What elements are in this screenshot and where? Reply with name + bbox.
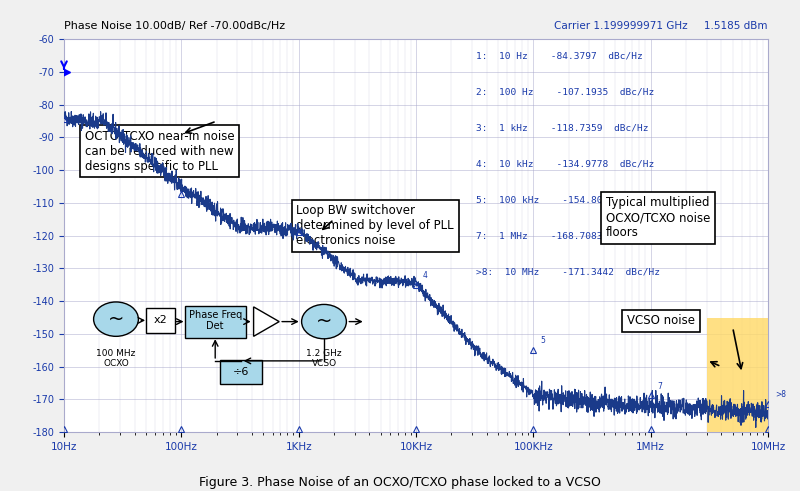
Text: 7:  1 MHz    -168.7083  dBc/Hz: 7: 1 MHz -168.7083 dBc/Hz: [476, 232, 648, 241]
Text: Figure 3. Phase Noise of an OCXO/TCXO phase locked to a VCSO: Figure 3. Phase Noise of an OCXO/TCXO ph…: [199, 476, 601, 489]
Text: 3: 3: [306, 218, 310, 227]
Text: Carrier 1.199999971 GHz     1.5185 dBm: Carrier 1.199999971 GHz 1.5185 dBm: [554, 22, 768, 31]
Text: Phase Freq
Det: Phase Freq Det: [189, 310, 242, 331]
Text: x2: x2: [154, 315, 168, 326]
Text: Loop BW switchover
determined by level of PLL
electronics noise: Loop BW switchover determined by level o…: [296, 204, 454, 247]
Circle shape: [302, 304, 346, 339]
Circle shape: [94, 302, 138, 336]
FancyBboxPatch shape: [220, 359, 262, 384]
Text: ~: ~: [316, 312, 332, 331]
Text: Typical multiplied
OCXO/TCXO noise
floors: Typical multiplied OCXO/TCXO noise floor…: [606, 196, 710, 240]
Polygon shape: [254, 307, 279, 336]
FancyBboxPatch shape: [185, 305, 246, 338]
Text: 5: 5: [541, 336, 546, 345]
Text: OCTO/TCXO near-in noise
can be reduced with new
designs specific to PLL: OCTO/TCXO near-in noise can be reduced w…: [85, 130, 234, 173]
Text: 4:  10 kHz    -134.9778  dBc/Hz: 4: 10 kHz -134.9778 dBc/Hz: [476, 160, 654, 168]
Text: VCSO noise: VCSO noise: [627, 314, 695, 327]
Text: ÷6: ÷6: [233, 367, 249, 377]
Text: 4: 4: [423, 271, 428, 280]
Bar: [706, 318, 768, 432]
Text: ~: ~: [108, 310, 124, 328]
Text: 1.2 GHz
VCSO: 1.2 GHz VCSO: [306, 349, 342, 368]
Text: 7: 7: [658, 382, 662, 390]
Text: 3:  1 kHz    -118.7359  dBc/Hz: 3: 1 kHz -118.7359 dBc/Hz: [476, 123, 648, 133]
Text: 1:  10 Hz    -84.3797  dBc/Hz: 1: 10 Hz -84.3797 dBc/Hz: [476, 51, 642, 60]
Text: >8:  10 MHz    -171.3442  dBc/Hz: >8: 10 MHz -171.3442 dBc/Hz: [476, 268, 660, 277]
Text: 100 MHz
OCXO: 100 MHz OCXO: [96, 349, 136, 368]
Text: 2:  100 Hz    -107.1935  dBc/Hz: 2: 100 Hz -107.1935 dBc/Hz: [476, 87, 654, 96]
Text: Phase Noise 10.00dB/ Ref -70.00dBc/Hz: Phase Noise 10.00dB/ Ref -70.00dBc/Hz: [64, 22, 285, 31]
Text: 5:  100 kHz    -154.8092  dBc/Hz: 5: 100 kHz -154.8092 dBc/Hz: [476, 195, 660, 205]
FancyBboxPatch shape: [146, 308, 175, 333]
Text: >8: >8: [775, 390, 786, 399]
